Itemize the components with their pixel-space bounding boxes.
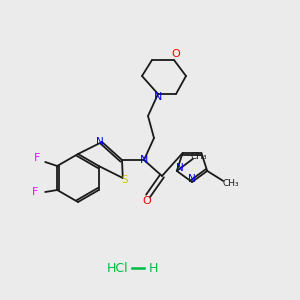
- Text: N: N: [96, 137, 104, 147]
- Text: F: F: [32, 187, 38, 197]
- Text: S: S: [122, 175, 128, 185]
- Text: N: N: [176, 163, 184, 173]
- Text: H: H: [148, 262, 158, 275]
- Text: HCl: HCl: [107, 262, 129, 275]
- Text: N: N: [140, 155, 148, 165]
- Text: N: N: [188, 174, 196, 184]
- Text: CH₃: CH₃: [223, 179, 239, 188]
- Text: F: F: [34, 153, 40, 163]
- Text: N: N: [154, 92, 162, 102]
- Text: CH₃: CH₃: [190, 152, 207, 161]
- Text: O: O: [172, 49, 180, 59]
- Text: O: O: [142, 196, 152, 206]
